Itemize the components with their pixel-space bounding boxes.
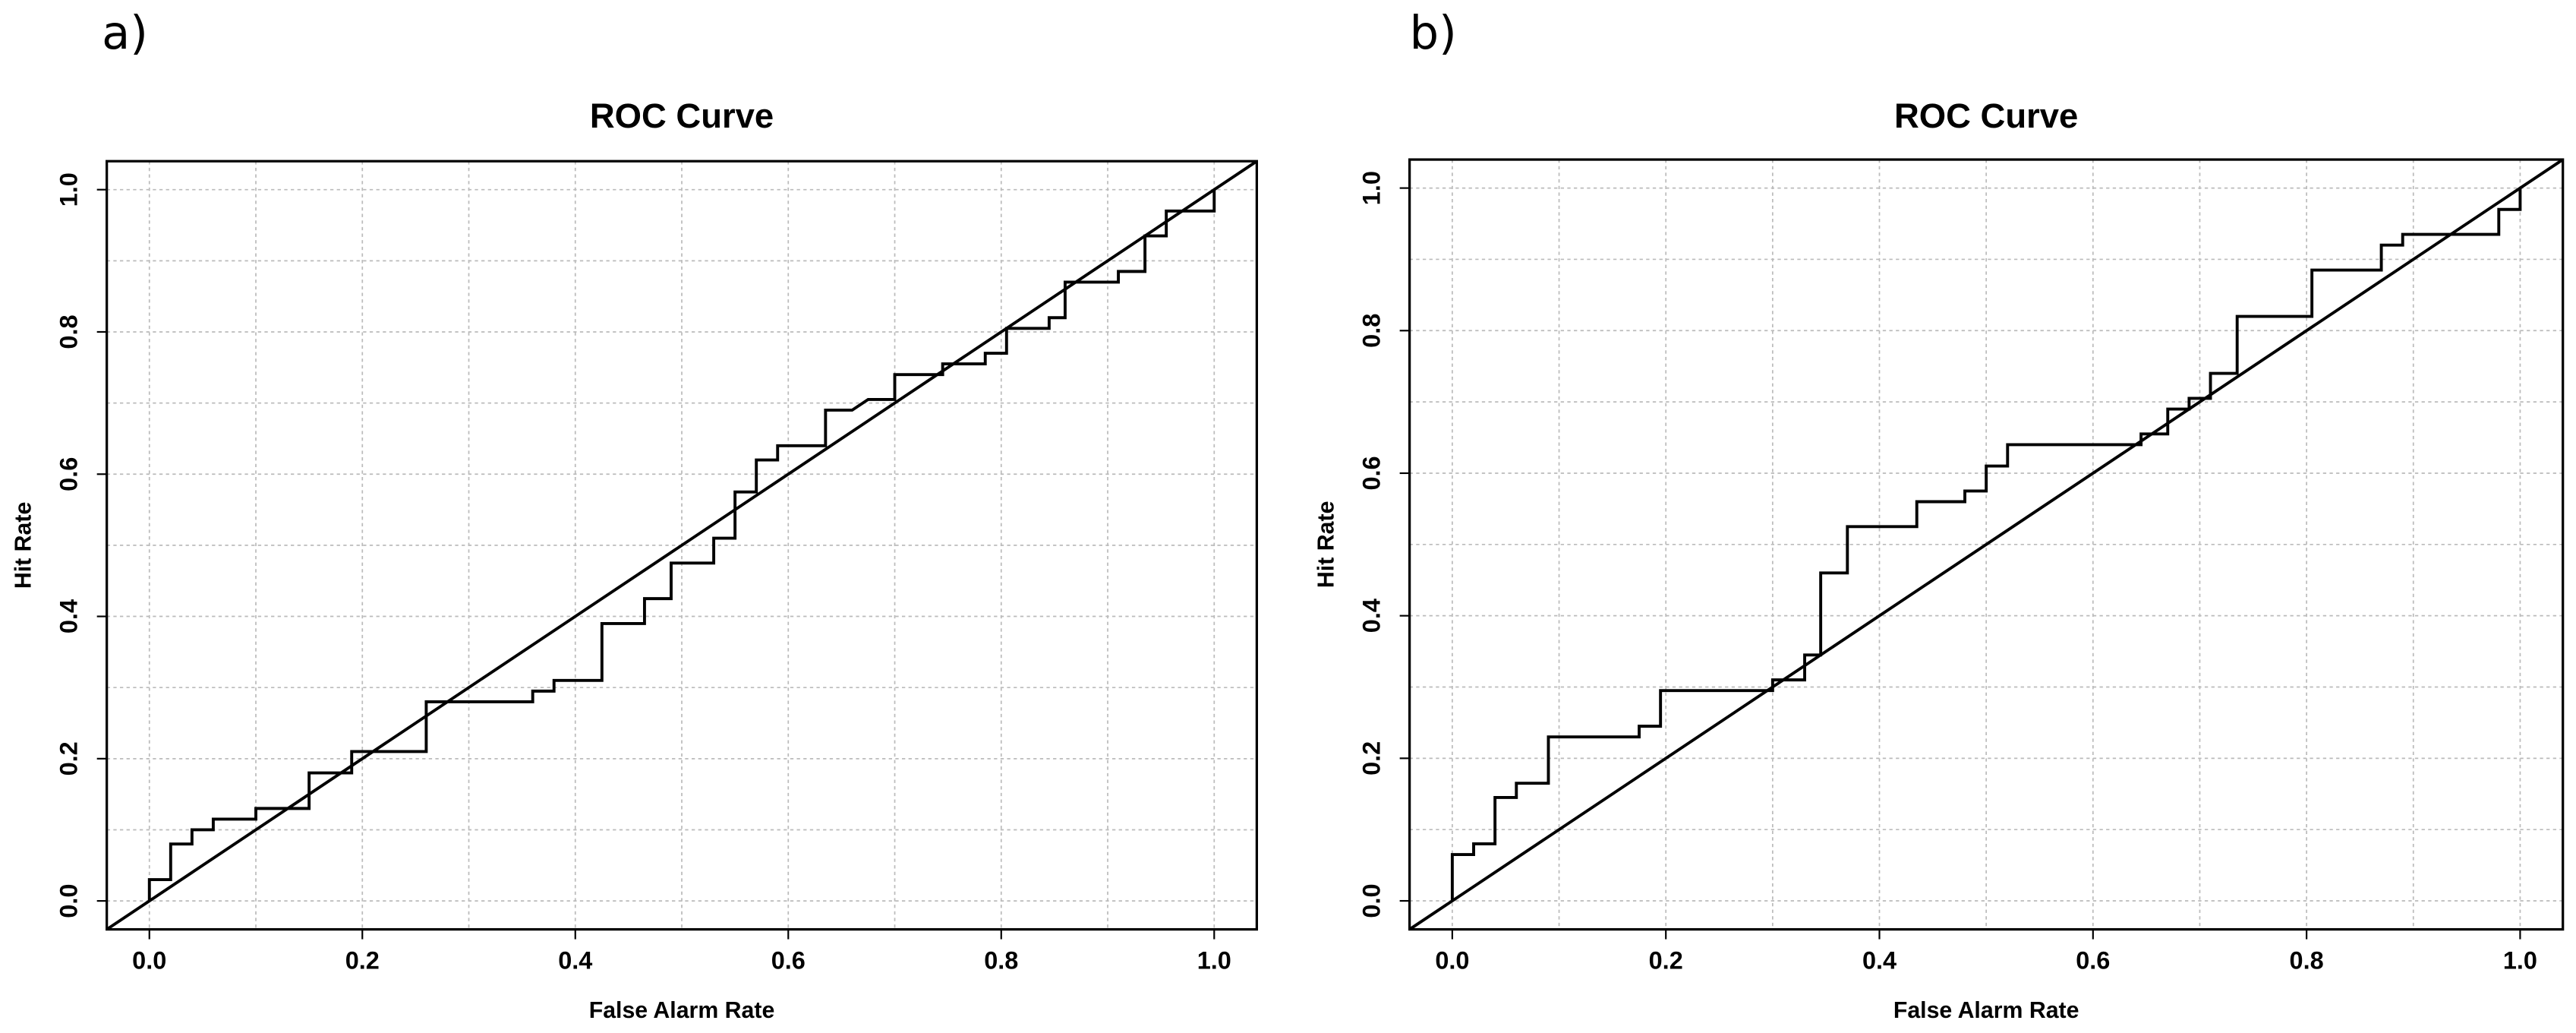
roc-line	[147, 189, 1216, 902]
x-tick-label: 0.8	[984, 946, 1018, 974]
x-tick-label: 0.0	[132, 946, 166, 974]
panel-label: a)	[102, 7, 148, 60]
roc-line	[106, 161, 1257, 930]
y-tick-label: 1.0	[1358, 171, 1386, 205]
y-tick-label: 0.6	[55, 457, 83, 491]
x-tick-label: 0.0	[1435, 946, 1469, 974]
chart-title: ROC Curve	[590, 96, 774, 135]
x-axis-label: False Alarm Rate	[1893, 998, 2079, 1023]
y-tick-label: 0.0	[1358, 883, 1386, 918]
x-tick-label: 0.8	[2290, 946, 2324, 974]
y-tick-label: 0.8	[1358, 314, 1386, 348]
y-tick-label: 0.8	[55, 314, 83, 349]
plot-frame	[106, 160, 1259, 931]
chart-title: ROC Curve	[1894, 96, 2078, 135]
x-tick-label: 0.6	[2076, 946, 2110, 974]
x-tick-label: 0.4	[1862, 946, 1897, 974]
x-tick-label: 0.4	[558, 946, 592, 974]
y-axis-label: Hit Rate	[1313, 501, 1338, 589]
y-axis-label: Hit Rate	[11, 502, 36, 589]
y-tick-label: 0.4	[55, 599, 83, 633]
y-tick-label: 0.2	[1358, 741, 1386, 776]
x-tick-label: 0.2	[1649, 946, 1683, 974]
x-tick-label: 1.0	[2503, 946, 2537, 974]
plot-frame	[1408, 158, 2565, 931]
x-tick-label: 0.6	[771, 946, 806, 974]
roc-line	[1409, 160, 2563, 930]
y-tick-label: 0.2	[55, 741, 83, 776]
x-tick-label: 1.0	[1197, 946, 1231, 974]
roc-line	[1450, 188, 2522, 902]
y-tick-label: 0.6	[1358, 456, 1386, 490]
x-tick-label: 0.2	[345, 946, 380, 974]
x-axis-label: False Alarm Rate	[589, 998, 775, 1023]
y-tick-label: 0.0	[55, 884, 83, 918]
y-tick-label: 0.4	[1358, 599, 1386, 633]
y-tick-label: 1.0	[55, 172, 83, 207]
panel-label: b)	[1410, 7, 1457, 60]
